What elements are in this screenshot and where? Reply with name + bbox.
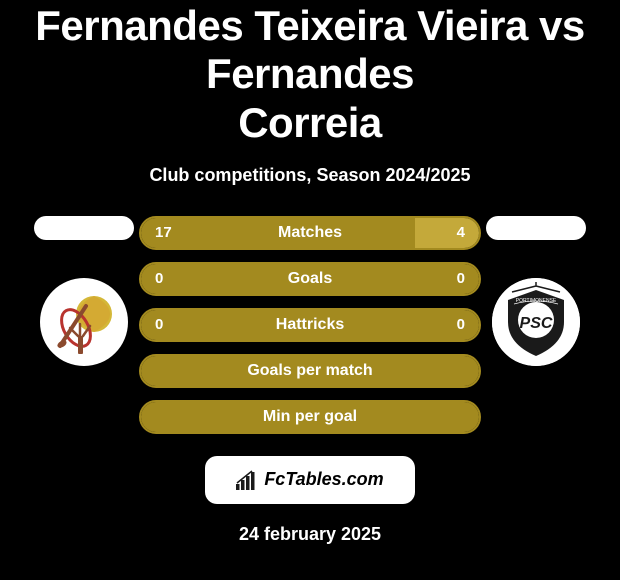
title-line-1: Fernandes Teixeira Vieira vs Fernandes — [35, 2, 584, 97]
fctables-label: FcTables.com — [264, 469, 383, 490]
stat-left-value: 0 — [141, 264, 310, 294]
stat-bar-goals: 00Goals — [139, 262, 481, 296]
stat-right-value: 0 — [310, 264, 479, 294]
stat-label: Goals — [288, 270, 332, 288]
comparison-area: 174Matches00Goals00HattricksGoals per ma… — [0, 216, 620, 434]
stat-label: Hattricks — [276, 316, 344, 334]
left-club-icon — [48, 286, 120, 358]
stats-bars: 174Matches00Goals00HattricksGoals per ma… — [139, 216, 481, 434]
svg-text:PORTIMONENSE: PORTIMONENSE — [516, 298, 557, 304]
page-title: Fernandes Teixeira Vieira vs Fernandes C… — [0, 2, 620, 147]
right-player-col: PSC PORTIMONENSE — [481, 216, 591, 366]
stat-label: Min per goal — [263, 408, 357, 426]
stat-bar-goals-per-match: Goals per match — [139, 354, 481, 388]
right-player-pill — [486, 216, 586, 240]
title-line-2: Correia — [238, 99, 382, 146]
left-club-badge — [40, 278, 128, 366]
stat-label: Matches — [278, 224, 342, 242]
right-club-icon: PSC PORTIMONENSE — [492, 278, 580, 366]
svg-text:PSC: PSC — [520, 315, 553, 332]
stat-label: Goals per match — [247, 362, 372, 380]
left-player-pill — [34, 216, 134, 240]
right-club-badge: PSC PORTIMONENSE — [492, 278, 580, 366]
stat-bar-hattricks: 00Hattricks — [139, 308, 481, 342]
stat-bar-matches: 174Matches — [139, 216, 481, 250]
fctables-badge[interactable]: FcTables.com — [205, 456, 415, 504]
stat-bar-min-per-goal: Min per goal — [139, 400, 481, 434]
subtitle: Club competitions, Season 2024/2025 — [149, 165, 470, 186]
stat-right-value: 4 — [415, 218, 479, 248]
chart-icon — [236, 470, 260, 490]
left-player-col — [29, 216, 139, 366]
footer-date: 24 february 2025 — [239, 524, 381, 545]
